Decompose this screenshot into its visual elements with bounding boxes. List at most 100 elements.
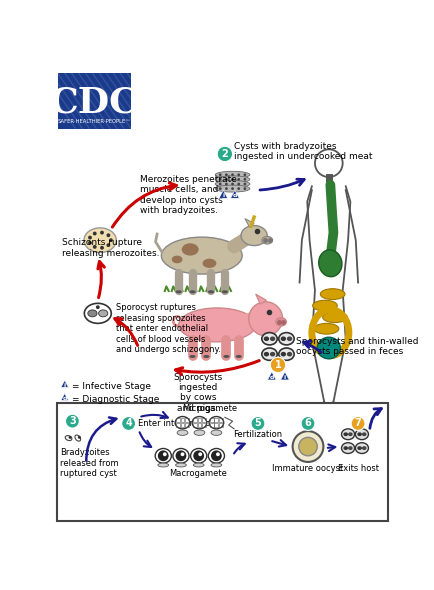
Circle shape <box>292 431 323 462</box>
Text: Bradyzoites
released from
ruptured cyst: Bradyzoites released from ruptured cyst <box>60 448 118 478</box>
Circle shape <box>218 178 221 181</box>
Text: 3: 3 <box>69 416 76 426</box>
Ellipse shape <box>189 355 195 358</box>
Circle shape <box>158 450 168 461</box>
Circle shape <box>88 241 92 245</box>
Ellipse shape <box>240 225 266 245</box>
Circle shape <box>216 453 219 456</box>
Circle shape <box>237 187 240 190</box>
Circle shape <box>106 243 110 247</box>
Polygon shape <box>280 372 289 380</box>
Circle shape <box>95 305 99 309</box>
Circle shape <box>66 414 79 428</box>
Ellipse shape <box>343 432 347 436</box>
Ellipse shape <box>263 336 269 341</box>
Ellipse shape <box>322 312 346 323</box>
Circle shape <box>250 417 264 430</box>
Ellipse shape <box>210 463 221 467</box>
Text: Macrogamete: Macrogamete <box>168 469 226 478</box>
Text: d: d <box>269 375 273 380</box>
Ellipse shape <box>194 430 204 435</box>
Circle shape <box>298 437 316 456</box>
Ellipse shape <box>84 228 116 253</box>
Ellipse shape <box>341 442 354 454</box>
Circle shape <box>270 357 285 373</box>
Ellipse shape <box>361 446 366 450</box>
Ellipse shape <box>189 290 195 293</box>
Text: 7: 7 <box>354 418 361 428</box>
Text: 1: 1 <box>274 360 281 370</box>
Circle shape <box>217 146 232 162</box>
Ellipse shape <box>65 435 72 441</box>
Text: Schizonts rupture
releasing merozoites.: Schizonts rupture releasing merozoites. <box>62 238 159 258</box>
Bar <box>180 422 184 427</box>
Bar <box>184 422 188 427</box>
Circle shape <box>230 187 233 190</box>
Text: 6: 6 <box>304 418 311 428</box>
Circle shape <box>243 182 246 185</box>
Circle shape <box>122 417 135 430</box>
Bar <box>201 418 205 422</box>
Ellipse shape <box>171 255 182 263</box>
Ellipse shape <box>84 303 111 323</box>
Bar <box>210 418 214 422</box>
Circle shape <box>224 173 227 176</box>
Text: Sporocysts
ingested
by cows
and pigs.: Sporocysts ingested by cows and pigs. <box>173 373 222 413</box>
Ellipse shape <box>343 446 347 450</box>
Ellipse shape <box>223 355 229 358</box>
Bar <box>176 422 180 427</box>
Ellipse shape <box>99 310 108 317</box>
Ellipse shape <box>75 435 80 441</box>
Ellipse shape <box>177 430 187 435</box>
Polygon shape <box>244 219 253 227</box>
Ellipse shape <box>175 290 181 293</box>
Circle shape <box>106 233 110 237</box>
Circle shape <box>224 182 227 185</box>
Text: = Diagnostic Stage: = Diagnostic Stage <box>72 395 159 404</box>
Text: d: d <box>232 194 237 198</box>
Circle shape <box>218 173 221 176</box>
Text: i: i <box>63 383 66 388</box>
Circle shape <box>218 187 221 190</box>
Bar <box>57 404 387 521</box>
Circle shape <box>69 436 72 439</box>
FancyBboxPatch shape <box>58 73 131 129</box>
Ellipse shape <box>235 355 241 358</box>
Bar <box>214 418 218 422</box>
Ellipse shape <box>341 429 354 440</box>
Circle shape <box>162 453 166 456</box>
Bar <box>210 422 214 427</box>
Polygon shape <box>267 372 276 380</box>
Ellipse shape <box>278 348 293 360</box>
Ellipse shape <box>361 432 366 436</box>
Ellipse shape <box>286 336 292 341</box>
Circle shape <box>210 450 221 461</box>
Circle shape <box>224 187 227 190</box>
Circle shape <box>300 417 314 430</box>
Bar <box>193 422 197 427</box>
Ellipse shape <box>193 463 204 467</box>
Ellipse shape <box>278 333 293 345</box>
Ellipse shape <box>261 333 276 345</box>
Ellipse shape <box>356 432 361 436</box>
Text: Merozoites penetrate
muscle cells, and
develop into cysts
with bradyzoites.: Merozoites penetrate muscle cells, and d… <box>140 175 237 215</box>
Ellipse shape <box>210 430 221 435</box>
Text: Sporocysts and thin-walled
oocysts passed in feces: Sporocysts and thin-walled oocysts passe… <box>295 337 417 356</box>
Ellipse shape <box>312 300 336 311</box>
Text: Sporocyst ruptures
releasing sporozoites
that enter endothelial
cells of blood v: Sporocyst ruptures releasing sporozoites… <box>115 303 220 354</box>
Circle shape <box>88 235 92 240</box>
Ellipse shape <box>286 352 292 356</box>
Ellipse shape <box>319 289 344 300</box>
Ellipse shape <box>318 250 341 277</box>
Ellipse shape <box>209 417 223 429</box>
Circle shape <box>218 182 221 185</box>
Text: SAFER·HEALTHIER·PEOPLE™: SAFER·HEALTHIER·PEOPLE™ <box>57 119 131 124</box>
Ellipse shape <box>221 290 227 293</box>
Circle shape <box>100 231 104 235</box>
Circle shape <box>243 178 246 181</box>
Circle shape <box>193 450 204 461</box>
Ellipse shape <box>313 323 338 334</box>
Ellipse shape <box>215 176 249 183</box>
Ellipse shape <box>347 446 352 450</box>
Bar <box>193 418 197 422</box>
